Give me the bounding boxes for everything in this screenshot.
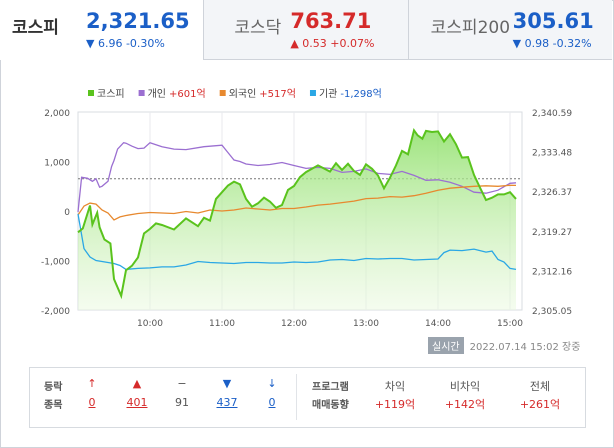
upper-limit-icon: ↑ bbox=[87, 377, 97, 390]
tab-kospi200-name: 코스피200 bbox=[430, 18, 511, 38]
y-left-tick-label: 1,000 bbox=[44, 159, 70, 169]
legend-label: 코스피 bbox=[97, 88, 125, 100]
realtime-badge[interactable]: 실시간 bbox=[428, 337, 464, 354]
y-right-tick-label: 2,326.37 bbox=[532, 188, 572, 198]
flat-icon: − bbox=[177, 377, 187, 390]
program-total-value: +261억 bbox=[519, 398, 561, 411]
legend-swatch bbox=[88, 90, 94, 96]
tab-kosdaq[interactable]: 코스닥 763.71 ▲ 0.53 +0.07% bbox=[204, 0, 409, 60]
chart-svg: 코스피 개인 +601억 외국인 +517억 기관 -1,298억 2,000 1,000 0 -… bbox=[41, 88, 572, 329]
tab-kosdaq-name: 코스닥 bbox=[234, 18, 282, 38]
rise-icon: ▲ bbox=[132, 377, 142, 390]
legend-swatch bbox=[219, 90, 226, 96]
index-tabs: 코스피 2,321.65 ▼ 6.96 -0.30% 코스닥 763.71 ▲ … bbox=[0, 0, 612, 60]
y-right-tick-label: 2,340.59 bbox=[532, 109, 572, 119]
legend-label: 외국인 bbox=[229, 88, 257, 100]
tab-kospi[interactable]: 코스피 2,321.65 ▼ 6.96 -0.30% bbox=[0, 0, 205, 60]
panel-divider bbox=[296, 374, 297, 420]
legend-swatch bbox=[309, 90, 316, 96]
tab-kospi-change-text: 6.96 -0.30% bbox=[97, 37, 165, 50]
y-left-tick-label: -2,000 bbox=[41, 307, 70, 317]
program-nonarbitrage-value: +142억 bbox=[444, 398, 486, 411]
tab-kosdaq-value: 763.71 bbox=[290, 9, 372, 33]
upper-limit-count[interactable]: 0 bbox=[88, 396, 96, 409]
tab-kospi-change: ▼ 6.96 -0.30% bbox=[86, 37, 165, 50]
series-line-코스피 bbox=[77, 127, 517, 300]
up-triangle-icon: ▲ bbox=[290, 37, 299, 50]
tab-kospi200-value: 305.61 bbox=[512, 9, 594, 33]
down-triangle-icon: ▼ bbox=[86, 37, 95, 50]
tab-kospi200[interactable]: 코스피200 305.61 ▼ 0.98 -0.32% bbox=[408, 0, 612, 60]
series-line-개인 bbox=[77, 141, 517, 213]
fall-count[interactable]: 437 bbox=[216, 396, 238, 409]
y-right-tick-label: 2,319.27 bbox=[532, 228, 572, 238]
fall-icon: ▼ bbox=[222, 377, 232, 390]
y-right-tick-label: 2,305.05 bbox=[532, 307, 572, 317]
tab-kospi200-change: ▼ 0.98 -0.32% bbox=[513, 37, 592, 50]
x-tick-label: 15:00 bbox=[497, 319, 523, 329]
y-right-tick-label: 2,312.16 bbox=[532, 267, 572, 277]
program-arbitrage-header: 차익 bbox=[384, 380, 406, 393]
x-tick-label: 10:00 bbox=[137, 319, 163, 329]
lower-limit-count[interactable]: 0 bbox=[268, 396, 276, 409]
x-tick-label: 11:00 bbox=[209, 319, 235, 329]
kospi-area-fill bbox=[78, 130, 516, 310]
y-left-tick-label: 0 bbox=[64, 208, 70, 218]
down-triangle-icon: ▼ bbox=[512, 37, 522, 50]
breadth-label-2: 종목 bbox=[44, 400, 63, 411]
tab-kospi-value: 2,321.65 bbox=[86, 9, 190, 33]
breadth-label-1: 등락 bbox=[44, 382, 63, 393]
x-tick-label: 12:00 bbox=[281, 319, 307, 329]
legend-value: -1,298억 bbox=[340, 88, 381, 100]
y-left-tick-label: -1,000 bbox=[41, 258, 70, 268]
flat-count[interactable]: 91 bbox=[175, 396, 189, 409]
y-left-tick-label: 2,000 bbox=[44, 109, 70, 119]
program-label-1: 프로그램 bbox=[312, 382, 349, 393]
chart-timestamp: 실시간 2022.07.14 15:02 장중 bbox=[428, 337, 580, 354]
series-line-기관 bbox=[77, 213, 517, 271]
kospi-area bbox=[78, 130, 516, 310]
y-right-tick-label: 2,333.48 bbox=[532, 149, 572, 159]
x-tick-label: 14:00 bbox=[425, 319, 451, 329]
rise-count[interactable]: 401 bbox=[126, 396, 148, 409]
tab-kospi-name: 코스피 bbox=[12, 18, 59, 38]
tab-kosdaq-change: ▲ 0.53 +0.07% bbox=[290, 37, 374, 50]
legend-value: +517억 bbox=[259, 88, 296, 100]
timestamp-text: 2022.07.14 15:02 장중 bbox=[469, 342, 581, 353]
market-breadth-panel: 등락 종목 ↑ 0 ▲ 401 − 91 ▼ 437 ↓ 0 프로그램 매매동향… bbox=[29, 367, 586, 428]
legend-label: 기관 bbox=[319, 88, 337, 100]
program-total-header: 전체 bbox=[529, 380, 551, 393]
chart-series bbox=[77, 127, 517, 300]
series-line-외국인 bbox=[77, 184, 517, 221]
lower-limit-icon: ↓ bbox=[267, 377, 277, 390]
tab-kosdaq-change-text: 0.53 +0.07% bbox=[302, 37, 375, 50]
chart-ticks: 2,000 1,000 0 -1,000 -2,000 2,340.59 2,333.48 2… bbox=[41, 109, 572, 329]
x-tick-label: 13:00 bbox=[353, 319, 379, 329]
tab-kospi200-change-text: 0.98 -0.32% bbox=[524, 37, 592, 50]
program-arbitrage-value: +119억 bbox=[374, 398, 416, 411]
program-nonarbitrage-header: 비차익 bbox=[449, 380, 481, 393]
chart-legend: 코스피 개인 +601억 외국인 +517억 기관 -1,298억 bbox=[88, 88, 382, 100]
legend-label: 개인 bbox=[148, 88, 166, 100]
program-label-2: 매매동향 bbox=[312, 400, 349, 411]
intraday-chart: 코스피 개인 +601억 외국인 +517억 기관 -1,298억 2,000 1,000 0 -… bbox=[0, 60, 612, 356]
legend-value: +601억 bbox=[169, 88, 206, 100]
legend-swatch bbox=[138, 90, 145, 96]
